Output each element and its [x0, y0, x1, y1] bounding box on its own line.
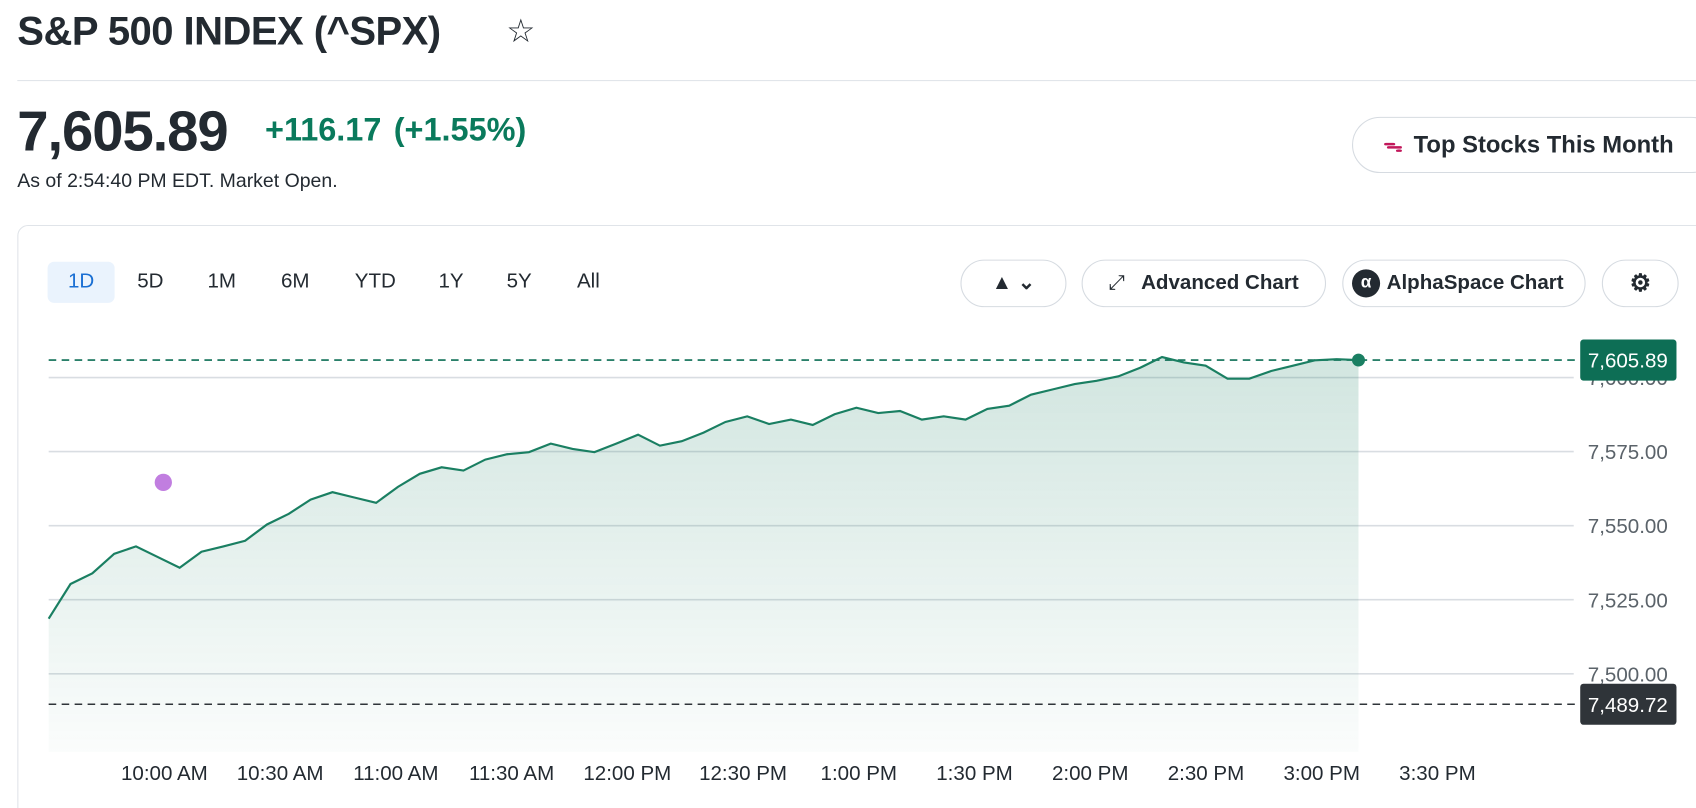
area — [48, 357, 1359, 752]
x-tick-label: 12:00 PM — [583, 762, 671, 785]
x-tick-label: 2:30 PM — [1168, 762, 1245, 785]
current-price-box — [1580, 339, 1677, 381]
y-tick-label: 7,575.00 — [1588, 441, 1668, 464]
chart-type-dropdown[interactable]: ▲ ⌄ — [960, 259, 1067, 308]
x-tick-label: 2:00 PM — [1052, 762, 1129, 785]
range-tab[interactable]: 1M — [207, 270, 237, 294]
event-marker[interactable] — [154, 473, 172, 492]
divider — [17, 80, 1696, 82]
current-price-label: 7,605.89 — [1588, 350, 1668, 373]
title: S&P 500 INDEX (^SPX) — [17, 8, 441, 53]
x-tick-label: 1:30 PM — [936, 762, 1013, 785]
range-tab[interactable]: 1D — [47, 261, 115, 303]
x-tick-label: 3:00 PM — [1283, 762, 1360, 785]
price-line — [47, 355, 1359, 620]
range-tab[interactable]: YTD — [354, 270, 396, 294]
last-point — [1351, 353, 1365, 367]
change: +116.17 — [264, 112, 382, 149]
previous-close-label: 7,489.72 — [1588, 694, 1668, 717]
previous-close-box — [1580, 683, 1677, 725]
x-tick-label: 10:00 AM — [121, 762, 208, 785]
timestamp: As of 2:54:40 PM EDT. Market Open. — [17, 169, 338, 192]
x-tick-label: 3:30 PM — [1399, 762, 1476, 785]
range-tab[interactable]: 6M — [280, 270, 310, 294]
range-tab[interactable]: 1Y — [438, 270, 464, 294]
x-tick-label: 11:30 AM — [469, 762, 554, 785]
range-tab[interactable]: 5D — [137, 270, 164, 294]
y-tick-label: 7,525.00 — [1588, 589, 1668, 612]
settings-button[interactable]: ⚙ — [1601, 259, 1679, 308]
watch-star[interactable]: ☆ — [506, 14, 536, 50]
advanced-chart-button[interactable]: ⤢ Advanced Chart — [1081, 259, 1327, 308]
x-tick-label: 12:30 PM — [699, 762, 787, 785]
y-tick-label: 7,500.00 — [1588, 663, 1668, 686]
range-tab[interactable]: All — [576, 270, 600, 294]
button-label: Advanced Chart — [1141, 271, 1299, 295]
button-label: AlphaSpace Chart — [1386, 271, 1564, 295]
alphaspace-button[interactable]: α AlphaSpace Chart — [1342, 259, 1586, 308]
range-tab[interactable]: 5Y — [506, 270, 532, 294]
x-tick-label: 10:30 AM — [237, 762, 324, 785]
x-tick-label: 1:00 PM — [821, 762, 898, 785]
change-percent: (+1.55%) — [393, 112, 527, 149]
y-tick-label: 7,550.00 — [1588, 515, 1668, 538]
price: 7,605.89 — [17, 100, 228, 164]
promo-label: Top Stocks This Month — [1413, 130, 1674, 158]
x-tick-label: 11:00 AM — [353, 762, 438, 785]
chart-card — [17, 224, 1696, 808]
promo-button[interactable]: ᯓ Top Stocks This Month — [1351, 116, 1696, 174]
